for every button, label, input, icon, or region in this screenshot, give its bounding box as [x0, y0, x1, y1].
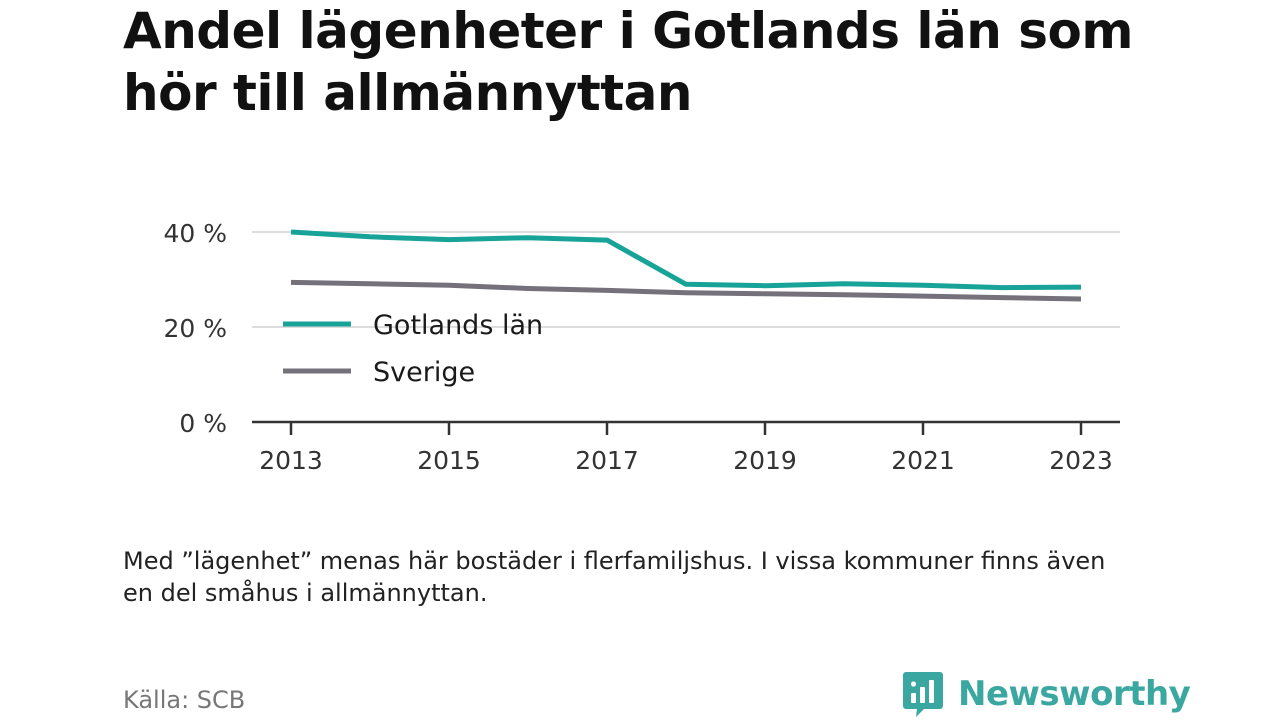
y-tick-label: 0 % [179, 409, 227, 438]
x-axis-labels: 2013 2015 2017 2019 2021 2023 [259, 446, 1113, 475]
legend-label: Sverige [373, 357, 475, 388]
source-text: Källa: SCB [123, 686, 246, 714]
series-line-sverige [290, 279, 1082, 302]
legend-item-sverige: Sverige [283, 357, 475, 388]
y-tick-label: 20 % [163, 314, 227, 343]
x-tick-label: 2023 [1049, 446, 1113, 475]
x-tick-label: 2021 [891, 446, 955, 475]
brand-logo: Newsworthy [902, 670, 1191, 718]
brand-name: Newsworthy [958, 674, 1191, 714]
x-tick-label: 2013 [259, 446, 323, 475]
bar-chart-speech-bubble-icon [903, 672, 943, 717]
footnote: Med ”lägenhet” menas här bostäder i fler… [123, 547, 1106, 607]
series-line-gotlands-län [290, 229, 1082, 291]
legend-item-gotlands-län: Gotlands län [283, 310, 543, 341]
x-tick-label: 2019 [733, 446, 797, 475]
y-tick-label: 40 % [163, 219, 227, 248]
legend-label: Gotlands län [373, 310, 543, 341]
x-tick-label: 2015 [417, 446, 481, 475]
grid-lines [252, 231, 1120, 328]
x-axis [252, 420, 1120, 435]
x-tick-label: 2017 [575, 446, 639, 475]
series-lines [290, 229, 1082, 302]
legend: Gotlands län Sverige [283, 310, 543, 388]
y-axis-labels: 0 % 20 % 40 % [163, 219, 227, 438]
chart-title: Andel lägenheter i Gotlands län som hör … [123, 2, 1133, 122]
